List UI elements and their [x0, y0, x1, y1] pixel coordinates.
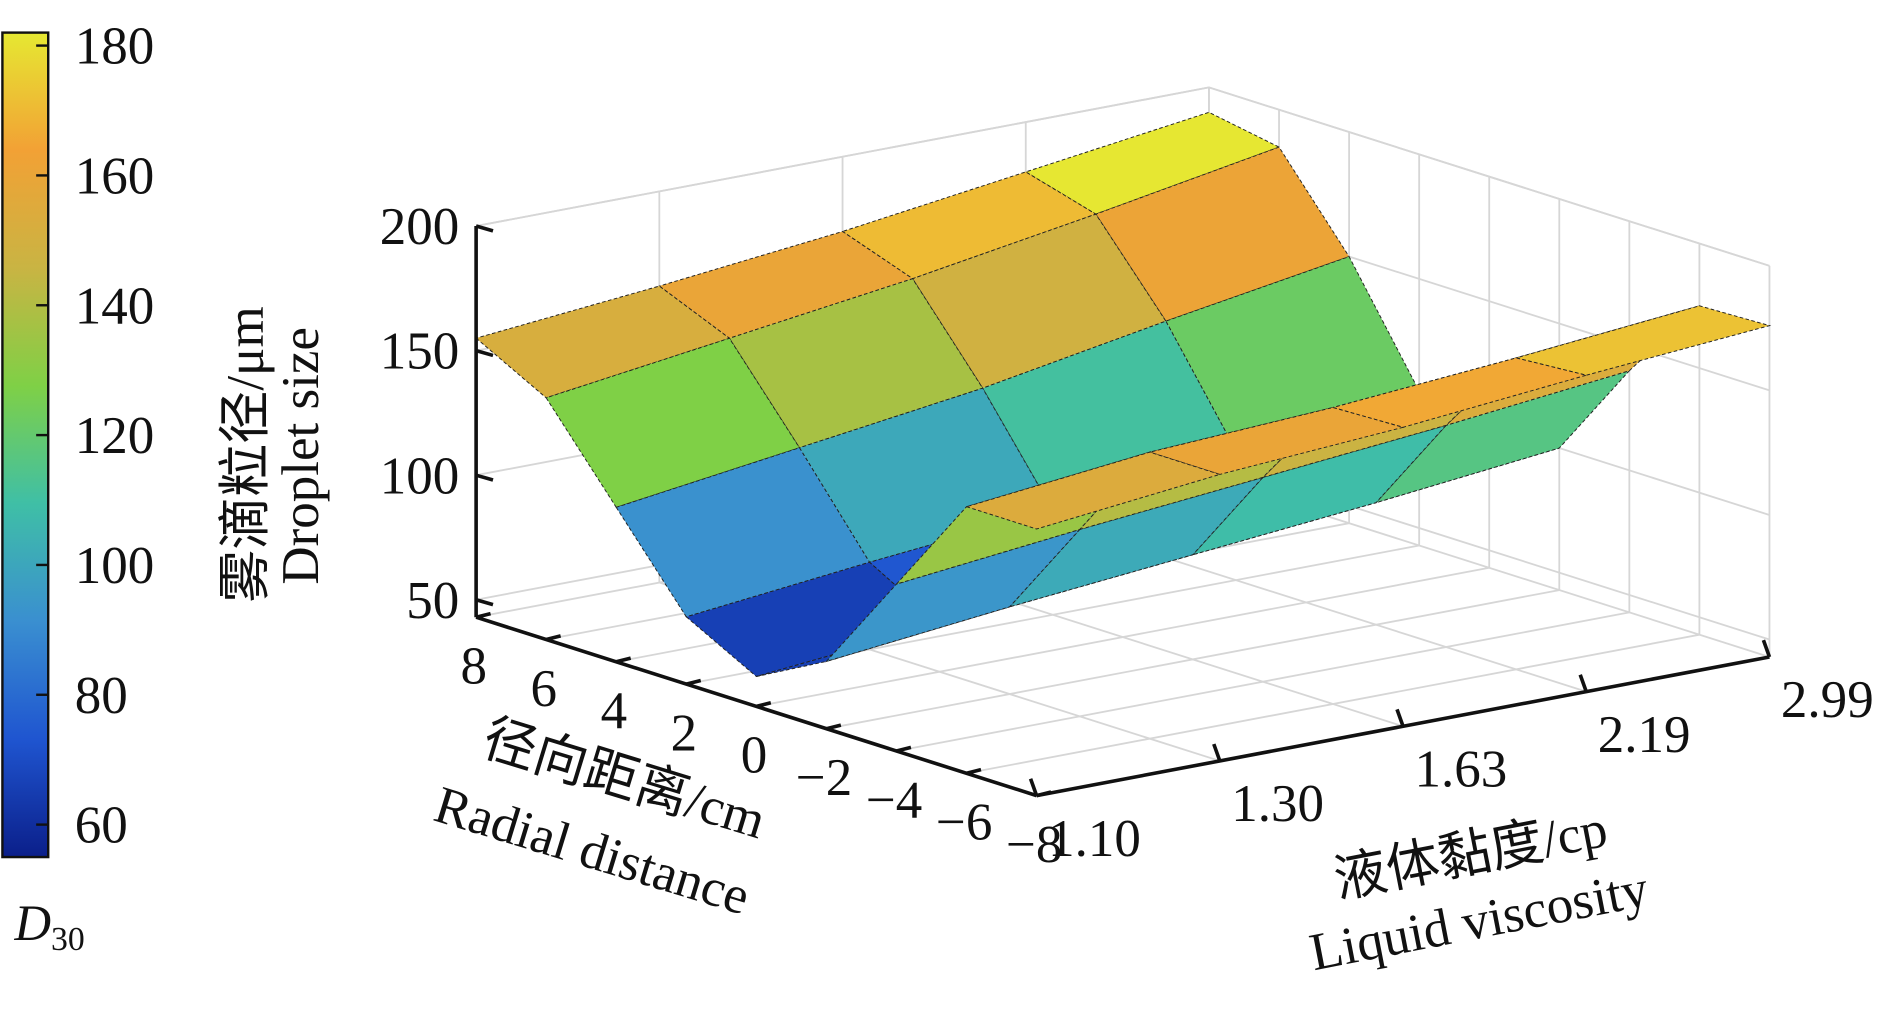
surface-patch [685, 561, 941, 678]
x-tick-label: −6 [936, 794, 992, 852]
z-tick-label: 50 [406, 572, 459, 630]
colorbar-tick-label: 160 [75, 148, 155, 206]
surface-patch [911, 213, 1167, 389]
x-tick [755, 701, 772, 709]
x-tick-label: 2 [671, 704, 698, 762]
x-tick-label: 8 [460, 637, 487, 695]
y-tick-label: 2.99 [1781, 671, 1874, 729]
y-tick-label: 1.30 [1231, 775, 1324, 833]
grid-line [756, 566, 1490, 708]
grid-line [966, 633, 1700, 775]
box-edge [475, 86, 1770, 267]
grid-line [896, 611, 1630, 752]
y-tick [1578, 674, 1588, 693]
y-tick [1028, 778, 1039, 797]
y-tick [1761, 639, 1772, 658]
colorbar-bar [1, 31, 50, 859]
x-tick [615, 656, 632, 664]
y-tick-label: 2.19 [1598, 706, 1691, 764]
surface-patch [1514, 305, 1772, 376]
z-tick-label: 100 [380, 447, 460, 505]
x-tick-label: 4 [601, 682, 628, 740]
x-tick [475, 611, 492, 619]
y-tick [1395, 708, 1405, 727]
y-tick [1212, 743, 1222, 762]
z-tick [475, 224, 494, 233]
surface-patch [964, 451, 1222, 530]
z-axis-label-cn: 雾滴粒径/μm [217, 306, 275, 602]
colorbar: 60 80 100 120 140 160 180 [1, 18, 155, 859]
x-tick-label: −8 [1006, 816, 1062, 874]
colorbar-tick-label: 120 [75, 407, 155, 465]
z-tick [475, 473, 494, 482]
x-tick [896, 745, 912, 753]
x-tick-label: 6 [531, 660, 558, 718]
x-tick-label: −4 [866, 771, 922, 829]
axes: 50 100 150 200 8 6 4 2 0 −2 −4 −6 −81.10 1.30 1.63 2.19… [380, 198, 1874, 874]
x-tick [1036, 790, 1052, 798]
surface-patch [1008, 476, 1265, 608]
z-axis-label-en: Droplet size [272, 327, 330, 585]
x-tick [545, 634, 562, 642]
y-tick-label: 1.63 [1415, 741, 1508, 799]
x-tick-label: 0 [741, 727, 768, 785]
colorbar-tick-label: 100 [75, 537, 155, 595]
z-tick [475, 598, 494, 607]
z-tick-label: 150 [380, 323, 460, 381]
surface [475, 111, 1772, 678]
y-tick-label: 1.10 [1048, 810, 1141, 868]
x-tick [825, 723, 842, 731]
colorbar-tick-label: 180 [75, 18, 155, 76]
grid-line [826, 589, 1560, 730]
colorbar-label: D30 [13, 895, 84, 958]
z-tick [475, 348, 494, 358]
x-tick [966, 767, 982, 776]
x-tick-label: −2 [796, 749, 852, 807]
colorbar-tick-label: 80 [75, 667, 128, 725]
colorbar-tick-label: 140 [75, 277, 155, 335]
z-tick-label: 200 [380, 198, 460, 256]
x-tick [685, 678, 702, 686]
colorbar-tick-label: 60 [75, 797, 128, 855]
surface-patch [1191, 424, 1448, 556]
